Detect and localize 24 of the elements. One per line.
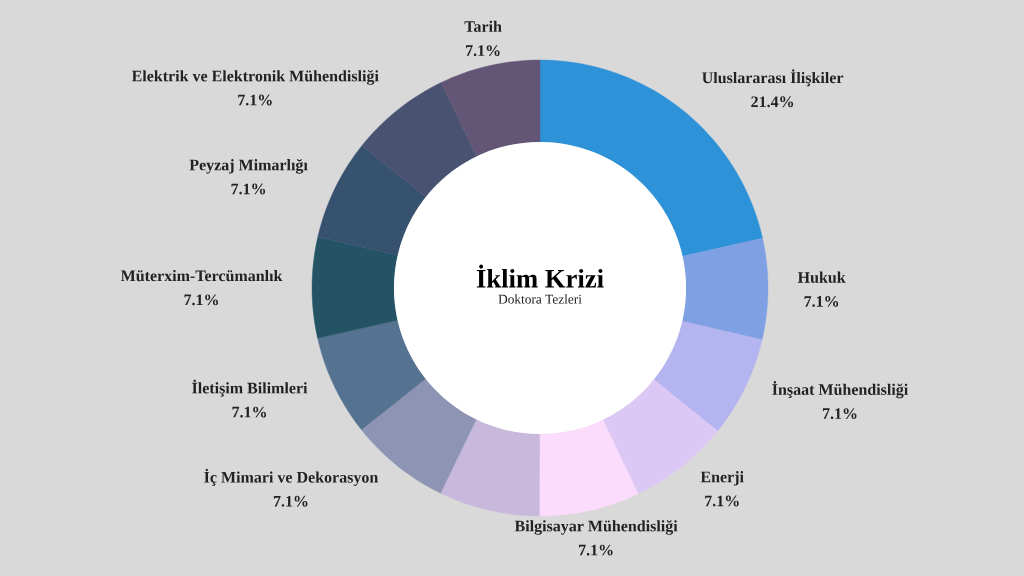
slice-label: Uluslararası İlişkiler	[702, 69, 844, 87]
slice-label: Bilgisayar Mühendisliği	[514, 520, 678, 535]
slice-label: İletişim Bilimleri	[192, 379, 308, 397]
data-label: 7.1%	[579, 544, 613, 556]
slice-label: İnşaat Mühendisliği	[772, 381, 908, 399]
slice-label: Müterxim-Tercümanlık	[120, 269, 283, 282]
slice-label: Elektrik ve Elektronik Mühendisliği	[131, 69, 379, 85]
data-label: 7.1%	[238, 94, 272, 106]
data-label: 7.1%	[466, 45, 500, 57]
data-label: 7.1%	[804, 296, 839, 307]
data-label: 7.1%	[184, 294, 219, 306]
slice-label: Hukuk	[797, 271, 846, 283]
data-label: 7.1%	[273, 495, 308, 507]
slice-label: Tarih	[464, 20, 502, 32]
data-label: 21.4%	[751, 96, 794, 108]
slice-label: Peyzaj Mimarlığı	[189, 158, 308, 174]
data-label: 7.1%	[822, 408, 857, 420]
data-label: 7.1%	[231, 183, 266, 195]
data-label: 7.1%	[232, 406, 267, 418]
text: Doktora Tezleri	[498, 294, 582, 304]
slice-label: Enerji	[700, 471, 744, 486]
text: İklim Krizi	[476, 264, 604, 288]
data-label: 7.1%	[705, 495, 739, 507]
slice-label: İç Mimari ve Dekorasyon	[204, 468, 379, 486]
